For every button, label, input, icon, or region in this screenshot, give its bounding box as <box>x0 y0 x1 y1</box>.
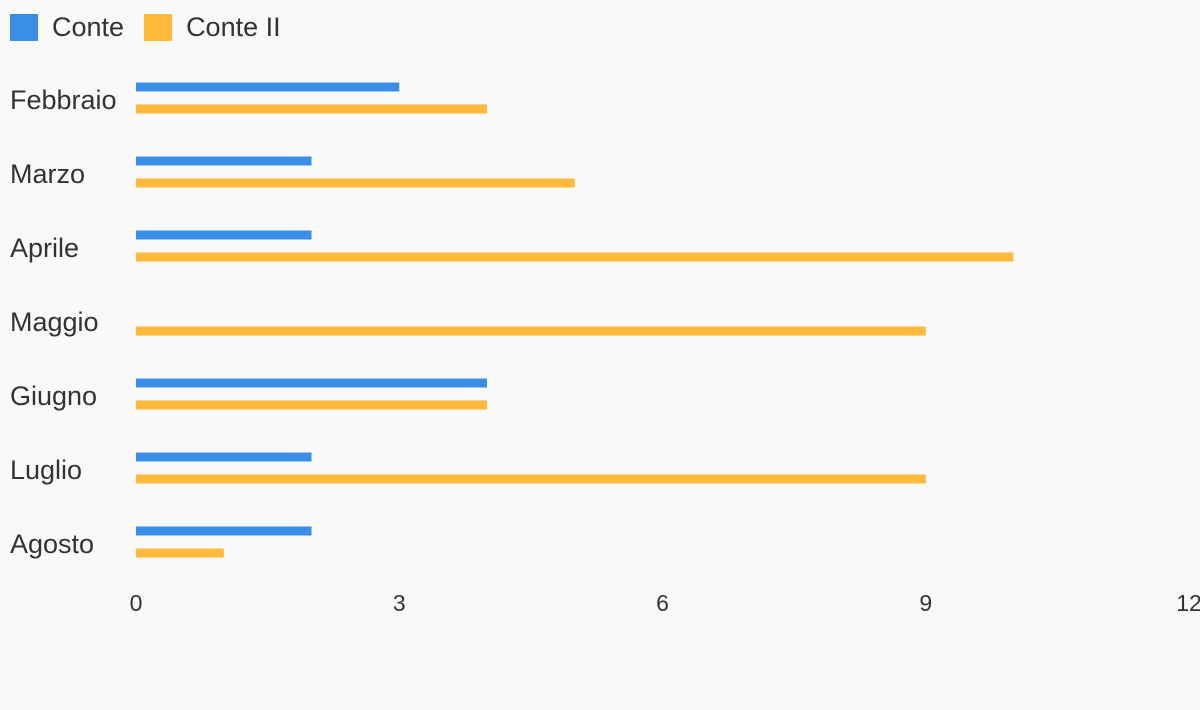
bar-conte-ii-maggio[interactable] <box>136 326 926 336</box>
bar-conte-giugno[interactable] <box>136 378 487 388</box>
bar-conte-aprile[interactable] <box>136 230 312 240</box>
legend-label-conte: Conte <box>52 11 125 42</box>
bar-conte-luglio[interactable] <box>136 452 312 462</box>
x-tick-label-0: 0 <box>130 590 143 616</box>
bar-conte-ii-aprile[interactable] <box>136 252 1014 262</box>
x-tick-label-9: 9 <box>919 590 932 616</box>
category-label-aprile: Aprile <box>10 233 79 263</box>
category-label-marzo: Marzo <box>10 159 85 189</box>
bar-conte-agosto[interactable] <box>136 526 312 536</box>
legend-item-conte[interactable]: Conte <box>10 12 124 43</box>
legend-item-conte-ii[interactable]: Conte II <box>144 12 281 43</box>
x-tick-label-12: 12 <box>1176 590 1200 616</box>
bar-conte-ii-giugno[interactable] <box>136 400 487 410</box>
bar-conte-ii-luglio[interactable] <box>136 474 926 484</box>
bar-conte-febbraio[interactable] <box>136 82 400 92</box>
legend-swatch-conte <box>10 13 38 41</box>
legend-swatch-conte-ii <box>144 13 173 41</box>
legend: Conte Conte II <box>10 10 301 44</box>
bar-conte-ii-agosto[interactable] <box>136 548 224 558</box>
bar-conte-ii-marzo[interactable] <box>136 178 575 188</box>
category-label-febbraio: Febbraio <box>10 85 117 115</box>
category-label-maggio: Maggio <box>10 307 99 337</box>
bar-conte-ii-febbraio[interactable] <box>136 104 487 114</box>
bar-conte-marzo[interactable] <box>136 156 312 166</box>
category-label-giugno: Giugno <box>10 381 97 411</box>
legend-label-conte-ii: Conte II <box>186 11 281 42</box>
category-label-agosto: Agosto <box>10 529 94 559</box>
category-label-luglio: Luglio <box>10 455 82 485</box>
x-tick-label-3: 3 <box>393 590 406 616</box>
x-tick-label-6: 6 <box>656 590 669 616</box>
